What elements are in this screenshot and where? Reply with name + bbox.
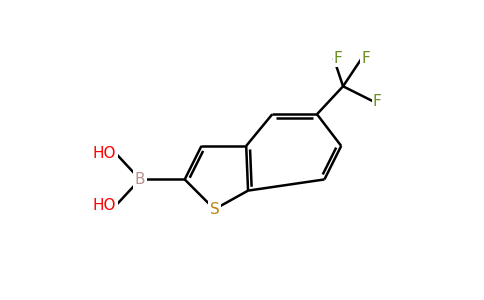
Text: HO: HO bbox=[92, 198, 116, 213]
Text: S: S bbox=[210, 202, 219, 217]
Text: F: F bbox=[334, 51, 343, 66]
Text: F: F bbox=[373, 94, 381, 109]
Text: HO: HO bbox=[92, 146, 116, 161]
Text: B: B bbox=[135, 172, 145, 187]
Text: F: F bbox=[362, 51, 370, 66]
